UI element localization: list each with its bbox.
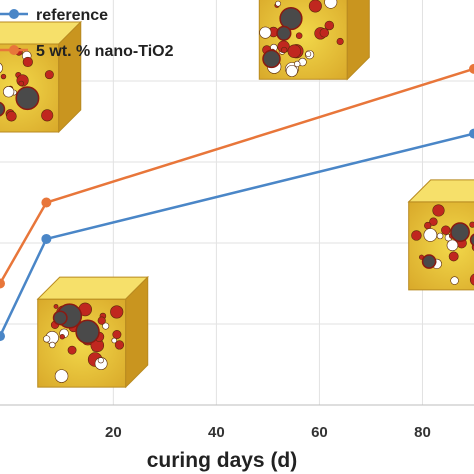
cube-particle [53,304,59,309]
cube-aggregate [262,49,281,69]
cube-aggregate [450,222,470,243]
cube-aggregate [15,86,40,111]
cube-top-face [407,179,474,203]
microstructure-cube [0,20,82,134]
x-tick-labels: 20 40 60 80 [105,424,431,441]
cube-particle [436,232,444,240]
cube-aggregate [75,319,100,344]
cube-particle [2,86,15,98]
cube-particle [308,0,322,13]
x-tick-label: 80 [414,424,431,441]
cube-particle [0,73,7,80]
cube-aggregate [421,254,437,269]
cube-particle [114,340,125,350]
cube-particle [469,273,474,286]
cube-particle [450,276,459,285]
legend: reference 5 wt. % nano-TiO2 [0,7,174,60]
cube-particle [43,335,51,343]
x-tick-label: 20 [105,424,122,441]
cube-particle [67,345,77,355]
legend-label: reference [36,7,108,24]
legend-swatch-marker [9,45,19,55]
x-axis-title: curing days (d) [147,449,298,472]
cube-particle [41,109,54,122]
cube-particle [305,51,312,58]
cube-particle [287,44,302,59]
data-point [469,128,474,139]
microstructure-images [0,0,474,389]
cube-particle [319,28,330,38]
cube-particle [112,330,122,340]
cube-particle [275,0,281,7]
cube-particle [49,341,56,349]
cube-particle [469,221,474,228]
cube-particle [6,111,17,122]
cube-particle [424,221,432,230]
cube-aggregate [469,233,474,247]
cube-aggregate [52,310,68,326]
x-tick-label: 60 [311,424,328,441]
cube-side-face [125,275,149,389]
cube-aggregate [279,6,303,31]
cube-particle [0,62,3,74]
cube-particle [97,316,106,325]
cube-particle [18,80,25,87]
cube-particle [441,225,451,235]
microstructure-cube [407,179,474,291]
cube-aggregate [276,25,292,41]
legend-swatch-marker [9,9,19,19]
cube-particle [110,305,124,319]
x-tick-label: 40 [208,424,225,441]
cube-particle [411,230,422,241]
cube-particle [281,46,288,54]
cube-particle [59,334,65,340]
cube-particle [22,56,33,68]
cube-particle [97,357,104,364]
cube-particle [44,70,54,80]
series-points [0,63,474,342]
cube-aggregate [0,101,6,117]
data-point [469,63,474,74]
cube-particle [336,37,344,46]
data-point [0,331,5,342]
cube-particle [111,337,118,344]
cube-side-face [346,0,370,81]
cube-particle [324,20,335,31]
cube-particle [429,217,438,226]
data-point [41,197,52,208]
cube-particle [102,322,110,330]
data-point [0,278,5,289]
cube-particle [285,65,298,77]
cube-particle [295,32,303,39]
legend-label: 5 wt. % nano-TiO2 [36,43,174,60]
cube-particle [423,228,438,242]
cube-particle [54,369,69,383]
data-point [41,233,52,244]
cube-particle [432,204,445,217]
cube-particle [324,0,338,9]
cube-side-face [58,20,82,134]
microstructure-cube [36,275,149,389]
cube-particle [259,26,272,39]
cube-particle [294,60,301,68]
microstructure-cube [258,0,370,81]
cube-particle [448,251,459,262]
cube-particle [446,239,459,252]
